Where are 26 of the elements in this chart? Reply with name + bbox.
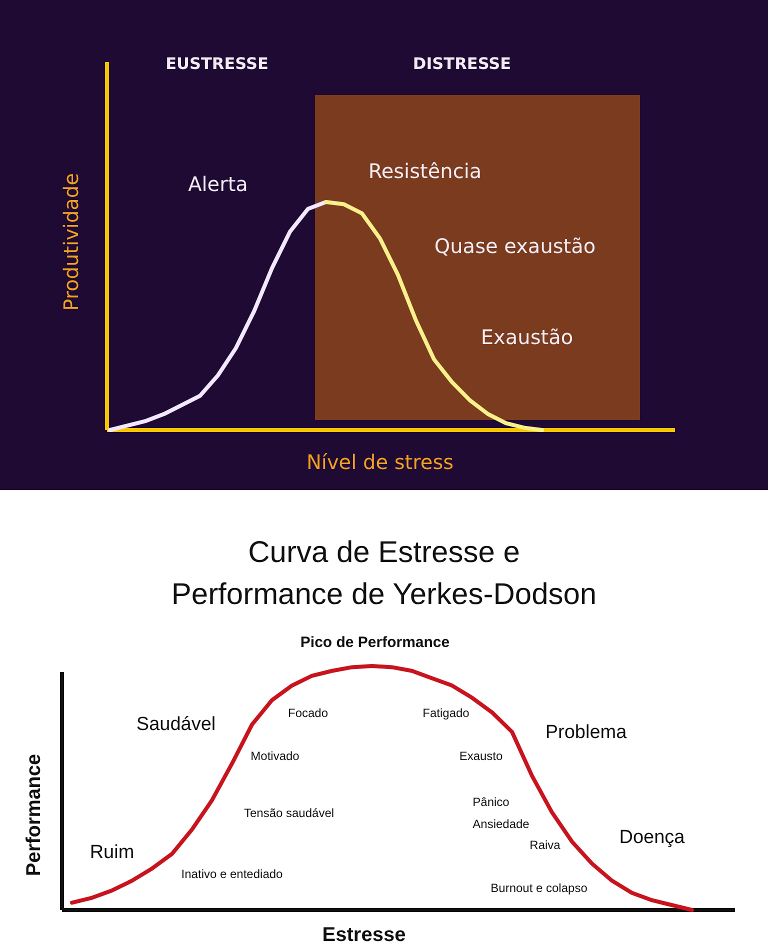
- text: Resistência: [368, 159, 482, 183]
- annotation: Exausto: [459, 749, 504, 763]
- annotation: Doença: [619, 827, 686, 848]
- chart-title: Curva de Estresse e Performance de Yerkes-Dodson: [171, 536, 597, 611]
- annotation: Ansiedade: [472, 817, 530, 831]
- text: Pico de Performance: [300, 634, 450, 651]
- x-axis-title: Estresse: [322, 924, 406, 946]
- annotation: Burnout e colapso: [490, 881, 588, 895]
- annotation: Exaustão: [480, 325, 574, 349]
- annotation: Fatigado: [422, 706, 470, 720]
- y-axis-title: Produtividade: [59, 173, 83, 311]
- annotation: Tensão saudável: [244, 806, 334, 820]
- annotation: Inativo e entediado: [181, 867, 284, 881]
- text: DISTRESSE: [412, 54, 512, 73]
- annotation: Focado: [288, 706, 328, 720]
- annotation: Pânico: [472, 795, 510, 809]
- annotation: Ruim: [90, 842, 134, 863]
- annotation: Problema: [545, 722, 628, 743]
- annotation: Quase exaustão: [434, 234, 596, 258]
- text: Alerta: [188, 172, 248, 196]
- annotation: Motivado: [250, 749, 300, 763]
- text: EUSTRESSE: [166, 54, 268, 73]
- annotation: Saudável: [136, 714, 216, 735]
- y-axis-title: Performance: [23, 754, 45, 876]
- x-axis-title: Nível de stress: [306, 450, 454, 474]
- annotation: Raiva: [530, 838, 561, 852]
